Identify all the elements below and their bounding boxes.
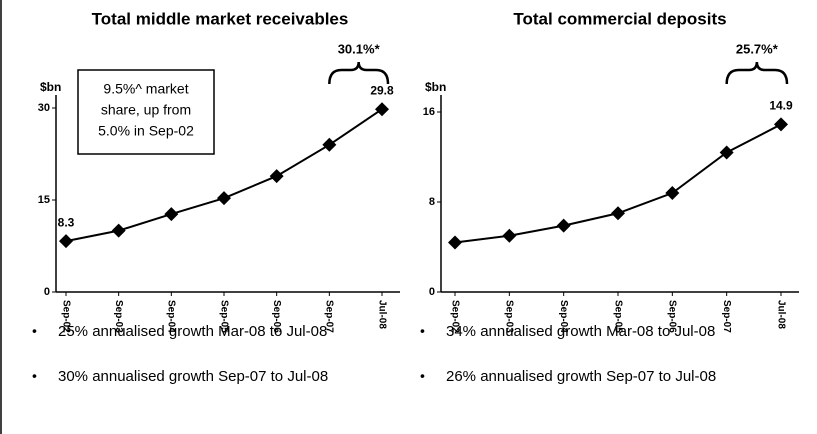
x-tick-label: Sep-03 bbox=[504, 300, 515, 333]
y-axis-label: $bn bbox=[425, 80, 446, 94]
marker bbox=[502, 228, 517, 243]
callout-text: 5.0% in Sep-02 bbox=[98, 123, 194, 139]
callout-text: 9.5%^ market bbox=[103, 81, 188, 97]
y-tick-label: 0 bbox=[44, 286, 50, 298]
bullet-dot: • bbox=[420, 323, 425, 339]
bullet-dot: • bbox=[32, 368, 37, 384]
marker bbox=[59, 234, 73, 249]
data-label: 29.8 bbox=[370, 83, 394, 97]
marker bbox=[375, 102, 389, 117]
y-tick-label: 0 bbox=[429, 286, 435, 298]
y-tick-label: 15 bbox=[38, 194, 50, 206]
bullet-dot: • bbox=[32, 323, 37, 339]
line bbox=[454, 123, 782, 244]
marker bbox=[556, 218, 571, 233]
data-label: 14.9 bbox=[769, 99, 793, 113]
growth-bracket bbox=[328, 61, 390, 85]
x-tick-label: Sep-07 bbox=[721, 300, 732, 333]
marker bbox=[774, 117, 788, 132]
bullet-text: 30% annualised growth Sep-07 to Jul-08 bbox=[58, 368, 328, 385]
x-tick-label: Sep-06 bbox=[271, 300, 282, 333]
x-tick-label: Sep-02 bbox=[449, 300, 460, 333]
marker bbox=[448, 235, 462, 250]
x-tick-label: Sep-06 bbox=[667, 300, 678, 333]
x-tick-label: Sep-05 bbox=[218, 300, 229, 333]
callout-box bbox=[77, 69, 215, 155]
marker bbox=[611, 206, 625, 221]
bullet-text: 26% annualised growth Sep-07 to Jul-08 bbox=[446, 368, 716, 385]
growth-label: 25.7%* bbox=[736, 41, 779, 56]
marker bbox=[719, 145, 734, 160]
x-tick-label: Jul-08 bbox=[376, 300, 387, 329]
marker bbox=[111, 223, 126, 238]
y-axis-label: $bn bbox=[40, 80, 61, 94]
y-tick-label: 8 bbox=[429, 196, 435, 208]
marker bbox=[164, 207, 179, 222]
x-tick-label: Sep-04 bbox=[166, 300, 177, 333]
bullet-dot: • bbox=[420, 368, 425, 384]
marker bbox=[217, 191, 231, 206]
chart-title: Total commercial deposits bbox=[513, 9, 726, 28]
marker bbox=[665, 186, 680, 200]
marker bbox=[322, 137, 337, 152]
bullet-text: 25% annualised growth Mar-08 to Jul-08 bbox=[58, 323, 327, 340]
x-tick-label: Sep-04 bbox=[558, 300, 569, 333]
x-tick-label: Sep-02 bbox=[60, 300, 71, 333]
growth-label: 30.1%* bbox=[338, 41, 381, 56]
bullet-text: 34% annualised growth Mar-08 to Jul-08 bbox=[446, 323, 715, 340]
y-tick-label: 30 bbox=[38, 102, 50, 114]
growth-bracket bbox=[725, 61, 789, 85]
x-tick-label: Sep-07 bbox=[324, 300, 335, 333]
x-tick-label: Sep-05 bbox=[612, 300, 623, 333]
x-tick-label: Sep-03 bbox=[113, 300, 124, 333]
y-tick-label: 16 bbox=[423, 106, 435, 118]
x-tick-label: Jul-08 bbox=[775, 300, 786, 329]
callout-text: share, up from bbox=[101, 102, 191, 118]
marker bbox=[269, 169, 284, 184]
chart-title: Total middle market receivables bbox=[92, 9, 349, 28]
data-label: 8.3 bbox=[58, 215, 75, 229]
